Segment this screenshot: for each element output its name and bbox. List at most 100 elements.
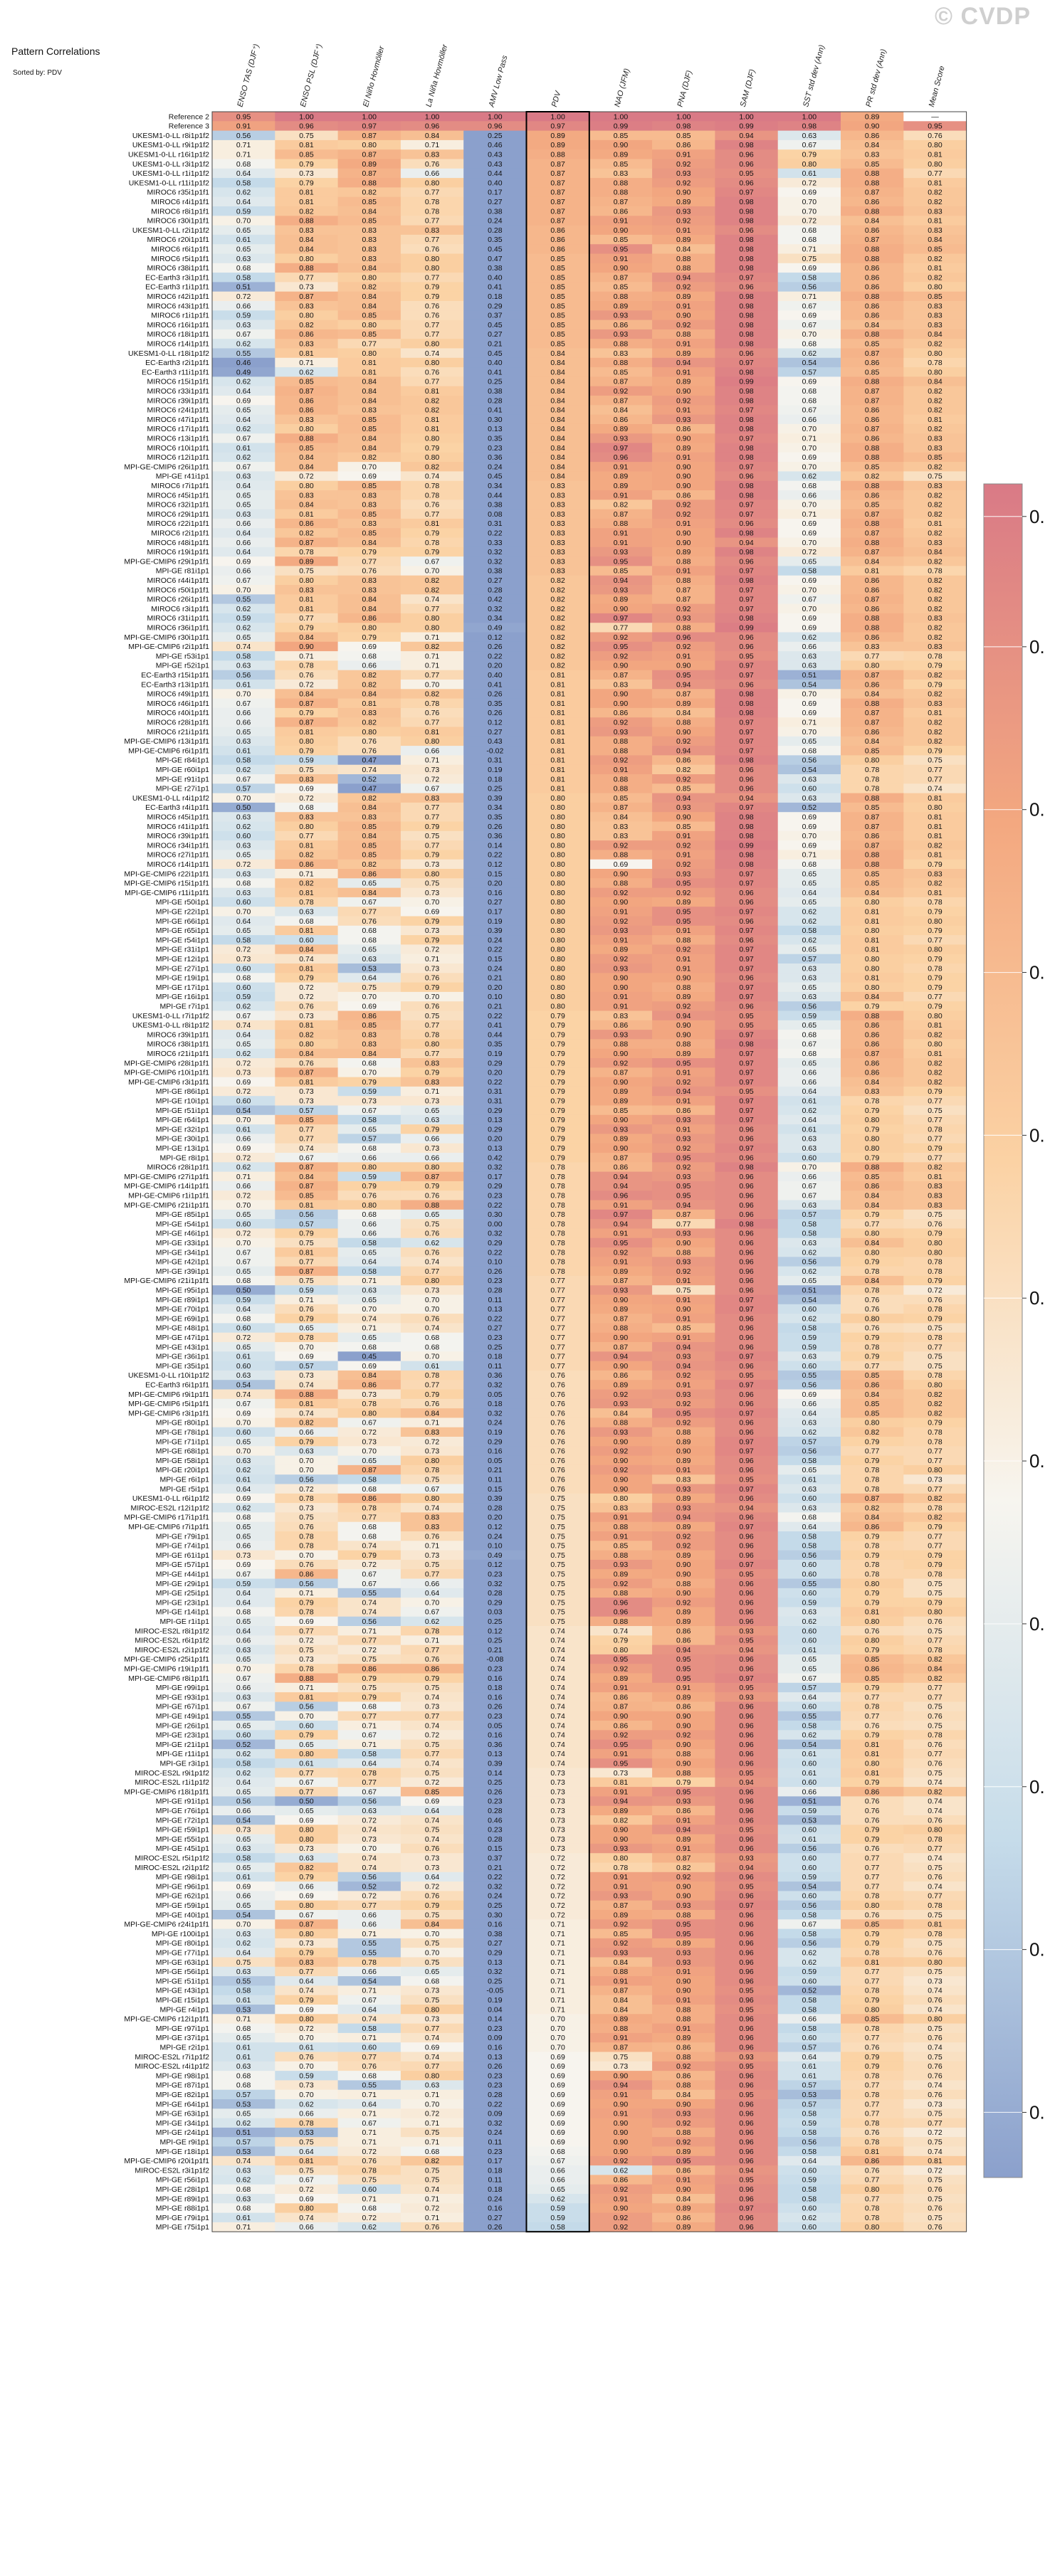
- cell-value: 0.80: [299, 1930, 314, 1938]
- cell-value: 0.23: [488, 1798, 503, 1806]
- column-header: PR std dev (Ann): [864, 48, 888, 107]
- heatmap-cell: [841, 396, 904, 406]
- cell-value: 0.76: [550, 1437, 565, 1446]
- cell-value: 0.84: [299, 946, 314, 954]
- cell-value: 0.95: [739, 1882, 754, 1891]
- row-label: MPI-GE r8i1p1: [160, 1154, 210, 1162]
- cell-value: 0.79: [928, 680, 942, 689]
- cell-value: 0.82: [550, 624, 565, 633]
- cell-value: 0.76: [425, 160, 440, 169]
- cell-value: 0.69: [236, 1144, 251, 1153]
- cell-value: 0.96: [739, 1712, 754, 1721]
- cell-value: 0.80: [928, 1248, 942, 1257]
- cell-value: 0.94: [676, 273, 691, 282]
- cell-value: 0.85: [362, 823, 377, 831]
- heatmap-cell: [337, 528, 401, 538]
- heatmap-cell: [275, 396, 339, 406]
- heatmap-cell: [526, 348, 590, 359]
- cell-value: 0.88: [614, 1589, 629, 1598]
- cell-value: 0.90: [676, 473, 691, 481]
- cell-value: 0.49: [488, 624, 503, 633]
- cell-value: 0.83: [425, 1059, 440, 1067]
- cell-value: 0.65: [425, 1107, 440, 1115]
- cell-value: 0.86: [614, 321, 629, 329]
- cell-value: 0.84: [362, 396, 377, 405]
- heatmap-cell: [841, 680, 904, 690]
- cell-value: 0.70: [236, 217, 251, 226]
- heatmap-cell: [589, 178, 653, 188]
- cell-value: 0.74: [299, 1409, 314, 1418]
- cell-value: 0.77: [865, 1447, 880, 1456]
- heatmap-cell: [841, 443, 904, 453]
- heatmap-cell: [715, 216, 779, 226]
- cell-value: 0.66: [362, 1968, 377, 1976]
- cell-value: 0.75: [425, 1911, 440, 1919]
- cell-value: 0.65: [802, 1665, 817, 1674]
- cell-value: 0.54: [802, 680, 817, 689]
- row-label: MIROC6 r27i1p1f1: [147, 851, 209, 860]
- cell-value: 0.74: [425, 1835, 440, 1844]
- cell-value: 0.65: [425, 1210, 440, 1219]
- cell-value: 0.77: [550, 1314, 565, 1323]
- cell-value: 0.81: [299, 1248, 314, 1257]
- row-label: MPI-GE r77i1p1: [156, 1949, 209, 1958]
- heatmap-cell: [463, 537, 527, 548]
- cell-value: 0.66: [362, 1220, 377, 1228]
- cell-value: -0.08: [486, 1655, 503, 1664]
- heatmap-cell: [589, 121, 653, 132]
- heatmap-cell: [903, 537, 967, 548]
- cell-value: 0.63: [236, 1930, 251, 1938]
- cell-value: 0.93: [676, 614, 691, 623]
- cell-value: 0.86: [865, 1069, 880, 1077]
- cell-value: 0.64: [236, 1949, 251, 1958]
- cell-value: 0.78: [425, 1371, 440, 1380]
- heatmap-cell: [652, 187, 715, 198]
- cell-value: 0.81: [299, 141, 314, 149]
- cell-value: 0.79: [865, 1532, 880, 1541]
- cell-value: 0.79: [425, 1069, 440, 1077]
- heatmap-cell: [715, 301, 779, 311]
- row-label: MPI-GE r69i1p1: [156, 1314, 209, 1323]
- cell-value: 0.38: [488, 264, 503, 273]
- cell-value: 0.88: [865, 207, 880, 216]
- cell-value: 0.96: [614, 453, 629, 462]
- heatmap-cell: [777, 556, 841, 566]
- heatmap-cell: [337, 367, 401, 377]
- heatmap-cell: [652, 727, 715, 737]
- cell-value: 0.90: [614, 662, 629, 670]
- heatmap-cell: [275, 301, 339, 311]
- cell-value: 0.82: [676, 766, 691, 774]
- heatmap-cell: [463, 689, 527, 700]
- cell-value: 0.79: [865, 1551, 880, 1560]
- cell-value: 0.78: [425, 198, 440, 206]
- row-label: MPI-GE r20i1p1: [156, 1466, 209, 1474]
- cell-value: 0.25: [488, 1617, 503, 1626]
- cell-value: 0.62: [802, 349, 817, 358]
- cell-value: 0.16: [488, 1731, 503, 1740]
- cell-value: 0.76: [362, 567, 377, 576]
- cell-value: 0.84: [550, 368, 565, 376]
- heatmap-cell: [463, 348, 527, 359]
- cell-value: 0.92: [614, 1466, 629, 1474]
- cell-value: 0.68: [236, 1277, 251, 1285]
- cell-value: 0.79: [362, 1693, 377, 1701]
- cell-value: 0.98: [739, 302, 754, 310]
- heatmap-cell: [715, 689, 779, 700]
- cell-value: 0.61: [802, 1097, 817, 1106]
- cell-value: 0.73: [425, 1097, 440, 1106]
- cell-value: 0.73: [299, 1012, 314, 1020]
- cell-value: 0.91: [676, 652, 691, 660]
- cell-value: 0.91: [676, 851, 691, 860]
- heatmap-cell: [715, 746, 779, 756]
- cell-value: 0.82: [362, 453, 377, 462]
- heatmap-cell: [400, 187, 464, 198]
- cell-value: 0.66: [236, 719, 251, 727]
- heatmap-cell: [526, 462, 590, 472]
- cell-value: 0.71: [550, 1939, 565, 1948]
- cell-value: 0.76: [928, 1741, 942, 1749]
- cell-value: 0.88: [865, 378, 880, 386]
- heatmap-cell: [903, 680, 967, 690]
- heatmap-cell: [652, 291, 715, 302]
- cell-value: 0.74: [928, 1854, 942, 1863]
- cell-value: 0.79: [928, 1551, 942, 1560]
